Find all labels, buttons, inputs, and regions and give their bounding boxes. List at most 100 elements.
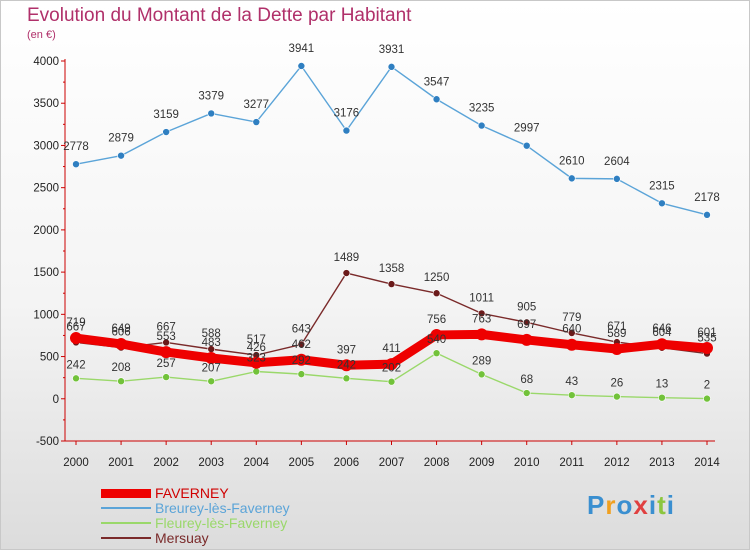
data-point [387,280,396,288]
data-point [655,338,668,351]
logo-letter: o [616,490,634,520]
data-point [385,358,398,371]
data-label: 242 [66,359,85,371]
legend-swatch [101,537,151,539]
data-point [342,269,351,277]
data-point [658,393,666,402]
data-label: 2604 [604,156,630,168]
data-label: 3547 [424,76,450,88]
data-label: 1489 [334,252,360,264]
x-tick-label: 2013 [649,457,675,469]
logo-letter: r [605,490,617,520]
data-label: 3941 [289,43,315,55]
data-label: 1011 [469,292,494,304]
data-label: 905 [517,301,536,313]
data-point [297,340,306,349]
legend-label: Breurey-lès-Faverney [155,500,290,516]
data-point [297,370,306,378]
y-tick-label: 3000 [33,140,59,152]
data-point [565,338,578,351]
y-tick-label: 4000 [33,56,59,68]
data-point [387,377,396,386]
data-label: 483 [202,337,221,349]
y-tick-label: 0 [53,394,59,406]
data-label: 3379 [198,90,224,102]
data-point [430,328,443,341]
data-point [477,309,486,318]
data-point [522,389,531,397]
data-point [342,374,351,383]
data-label: 697 [517,319,536,331]
data-label: 3931 [379,44,405,56]
data-label: 540 [427,334,446,346]
data-label: 643 [292,323,311,335]
series-breurey-l-s-faverney [72,62,711,219]
data-label: 646 [652,323,671,335]
data-label: 207 [202,362,221,374]
logo-letter: i [648,490,658,520]
data-point [162,338,170,347]
y-tick-label: 1000 [33,309,59,321]
data-label: 289 [472,355,491,367]
data-label: 397 [337,344,356,356]
legend-item: Mersuay [101,530,361,546]
data-point [522,141,531,150]
logo-letter: x [633,490,649,520]
legend-item: Fleurey-lès-Faverney [101,515,361,531]
data-point [703,394,711,403]
chart-title: Evolution du Montant de la Dette par Hab… [27,5,412,26]
data-point [520,333,533,346]
data-point [162,373,170,381]
data-label: 68 [520,374,533,386]
y-tick-label: 500 [40,352,59,364]
x-tick-label: 2007 [379,457,405,469]
data-label: 1358 [379,263,405,275]
data-label: 553 [157,331,176,343]
x-tick-label: 2012 [604,457,630,469]
data-point [160,346,173,359]
chart-subtitle: (en €) [27,29,56,41]
data-label: 606 [111,327,130,339]
series-line [75,65,708,216]
legend-label: FAVERNEY [155,485,229,501]
legend-swatch [101,522,151,524]
data-label: 671 [607,321,626,333]
data-point [207,377,216,386]
data-label: 202 [382,363,401,375]
data-point [477,370,486,379]
legend-label: Fleurey-lès-Faverney [155,515,288,531]
y-tick-label: 3500 [33,98,59,110]
data-label: 242 [337,359,356,371]
data-point [252,118,261,126]
data-label: 719 [66,317,85,329]
data-point [658,199,666,208]
data-point [703,211,711,219]
x-tick-label: 2004 [243,457,269,469]
series-faverney [70,328,713,372]
data-point [117,151,125,160]
data-label: 3277 [243,99,269,111]
data-label: 3176 [334,108,360,120]
data-label: 2315 [649,180,675,192]
legend-item: FAVERNEY [101,485,361,501]
data-point [117,377,125,386]
legend-label: Mersuay [155,530,209,546]
data-label: 426 [247,342,266,354]
data-label: 1250 [424,272,450,284]
data-label: 208 [111,362,130,374]
x-tick-label: 2014 [694,457,720,469]
data-label: 292 [292,355,311,367]
data-point [252,367,261,376]
data-point [295,353,308,366]
data-label: 2997 [514,123,540,135]
proxiti-logo: Proxiti [587,490,675,521]
data-point [115,337,128,350]
logo-letter: P [587,490,606,520]
data-point [477,121,486,130]
y-tick-label: -500 [36,436,59,448]
data-label: 649 [111,323,130,335]
data-label: 257 [157,358,176,370]
data-label: 2879 [108,133,134,145]
